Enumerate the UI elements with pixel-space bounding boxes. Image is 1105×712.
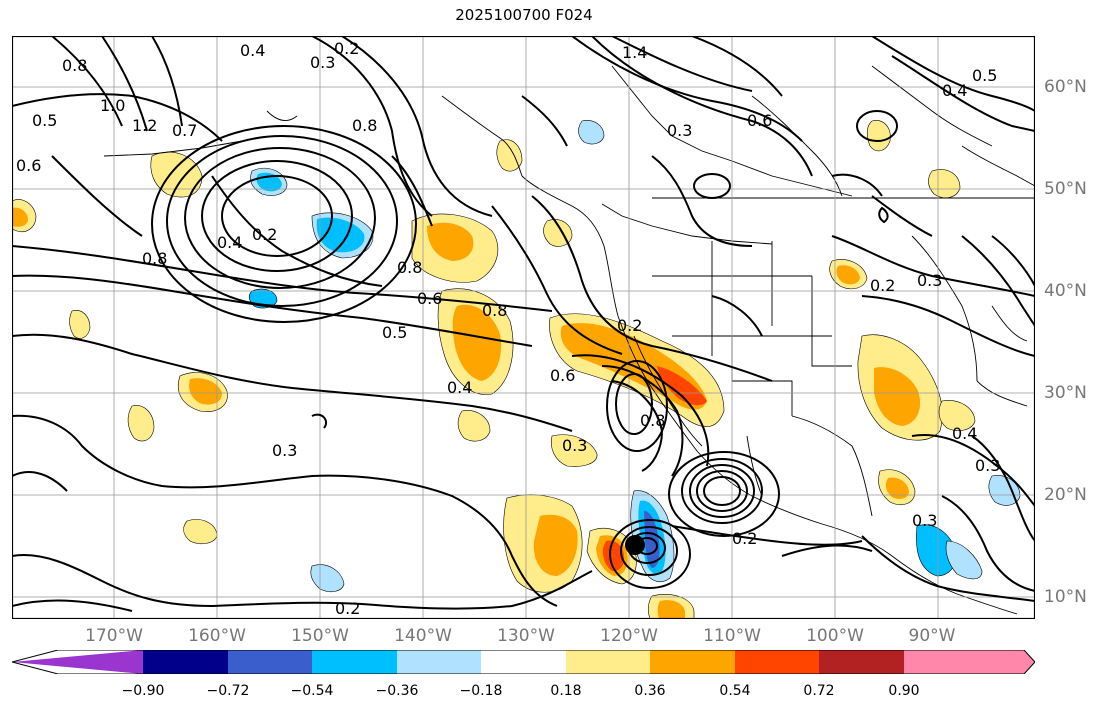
contour-lines [12, 36, 1035, 612]
map-plot: 0.2 0.8 0.5 0.6 0.3 0.4 1.0 1.2 0.7 1.4 … [12, 36, 1035, 619]
storm-center-marker [625, 535, 645, 555]
contour-label: 0.2 [732, 529, 757, 548]
longitude-label: 170°W [85, 626, 143, 646]
colorbar [12, 650, 1035, 674]
latitude-label: 10°N [1044, 587, 1087, 607]
contour-label: 1.4 [622, 43, 647, 62]
colorbar-segment [481, 650, 566, 674]
contour-label: 0.4 [217, 233, 242, 252]
colorbar-tick: 0.54 [719, 683, 751, 699]
contour-label: 0.5 [382, 323, 407, 342]
chart-title: 2025100700 F024 [455, 6, 593, 24]
contour-label: 0.4 [942, 81, 967, 100]
colorbar-segment [566, 650, 650, 674]
longitude-label: 90°W [908, 626, 956, 646]
colorbar-tick: 0.72 [803, 683, 835, 699]
contour-label: 0.2 [252, 225, 277, 244]
latitude-label: 60°N [1044, 77, 1087, 97]
latitude-label: 40°N [1044, 281, 1087, 301]
contour-label: 0.3 [912, 511, 937, 530]
contour-label: 0.6 [16, 156, 41, 175]
colorbar-segment [397, 650, 481, 674]
contour-label: 0.6 [417, 289, 442, 308]
contour-label: 0.3 [975, 456, 1000, 475]
contour-label: 0.5 [32, 111, 57, 130]
contour-label: 0.4 [952, 424, 977, 443]
longitude-label: 100°W [806, 626, 864, 646]
latitude-label: 20°N [1044, 485, 1087, 505]
contour-label: 0.4 [240, 41, 265, 60]
contour-label: 0.6 [550, 366, 575, 385]
contour-label: 0.2 [870, 276, 895, 295]
colorbar-tick: −0.54 [290, 683, 334, 699]
contour-label: 0.3 [667, 121, 692, 140]
contour-label: 0.8 [62, 56, 87, 75]
colorbar-segment [12, 650, 143, 674]
contour-label: 1.0 [100, 96, 125, 115]
contour-label: 0.3 [310, 53, 335, 72]
colorbar-tick: 0.36 [634, 683, 666, 699]
contour-label: 0.8 [482, 301, 507, 320]
longitude-label: 130°W [497, 626, 555, 646]
colorbar-tick: −0.72 [206, 683, 250, 699]
contour-label: 0.8 [640, 411, 665, 430]
colorbar-tick: −0.90 [121, 683, 165, 699]
latitude-label: 30°N [1044, 383, 1087, 403]
colorbar-segment [228, 650, 312, 674]
contour-label: 0.6 [747, 111, 772, 130]
contour-label: 0.3 [562, 436, 587, 455]
longitude-label: 150°W [291, 626, 349, 646]
longitude-label: 110°W [703, 626, 761, 646]
colorbar-tick: −0.36 [375, 683, 419, 699]
colorbar-segment [735, 650, 819, 674]
latitude-label: 50°N [1044, 179, 1087, 199]
colorbar-tick: 0.90 [888, 683, 920, 699]
colorbar-segment [143, 650, 228, 674]
longitude-label: 120°W [600, 626, 658, 646]
contour-label: 0.4 [447, 378, 472, 397]
longitude-label: 140°W [394, 626, 452, 646]
contour-label: 0.2 [334, 39, 359, 58]
longitude-label: 160°W [188, 626, 246, 646]
contour-label: 0.3 [917, 271, 942, 290]
contour-label: 0.8 [142, 249, 167, 268]
contour-labels: 0.2 0.8 0.5 0.6 0.3 0.4 1.0 1.2 0.7 1.4 … [16, 39, 1000, 618]
colorbar-segment [650, 650, 735, 674]
contour-label: 0.8 [397, 258, 422, 277]
contour-label: 0.5 [972, 66, 997, 85]
contour-label: 0.2 [617, 316, 642, 335]
contour-label: 0.7 [172, 121, 197, 140]
contour-label: 0.2 [335, 599, 360, 618]
contour-label: 0.3 [272, 441, 297, 460]
colorbar-tick: 0.18 [550, 683, 582, 699]
colorbar-tick: −0.18 [459, 683, 503, 699]
contour-label: 0.8 [352, 116, 377, 135]
colorbar-segment [819, 650, 904, 674]
colorbar-segment [312, 650, 397, 674]
colorbar-segment [904, 650, 1035, 674]
coastlines-borders [103, 65, 1035, 615]
contour-label: 1.2 [132, 116, 157, 135]
gridlines [12, 36, 1035, 619]
